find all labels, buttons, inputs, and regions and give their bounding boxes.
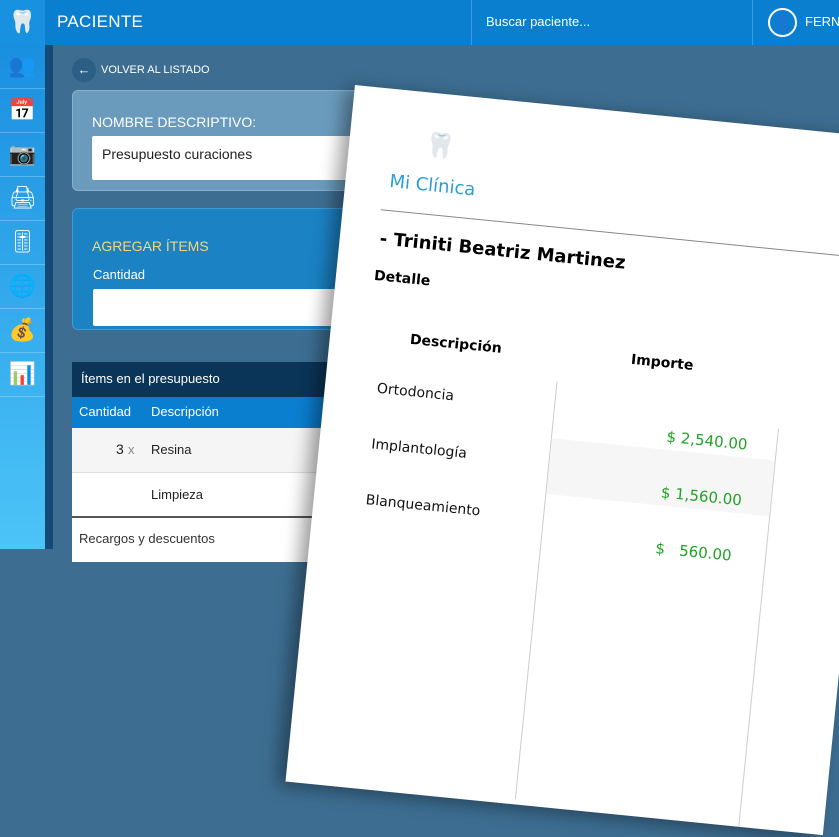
user-name[interactable]: FERN xyxy=(805,14,839,29)
printer-icon[interactable]: 🖨 xyxy=(0,177,45,221)
search-patient-input[interactable]: Buscar paciente... xyxy=(471,0,753,45)
top-bar: 🦷 PACIENTE Buscar paciente... 👤 FERN xyxy=(0,0,839,45)
tooth-logo-icon[interactable]: 🦷 xyxy=(0,0,45,45)
times-sign: x xyxy=(128,442,135,457)
sidebar-edge xyxy=(45,45,53,549)
row-description: Resina xyxy=(151,442,192,457)
table-row[interactable]: Limpieza xyxy=(72,473,412,518)
globe-icon[interactable]: 🌐 xyxy=(0,265,45,309)
row-description: Limpieza xyxy=(151,487,204,502)
clinic-name: Mi Clínica xyxy=(388,170,477,201)
sidebar: 👥 📅 📷 🖨 🎚 🌐 💰 📊 xyxy=(0,45,45,549)
back-to-list-link[interactable]: ← VOLVER AL LISTADO xyxy=(72,58,210,82)
doc-row-description: Implantología xyxy=(370,436,468,462)
surcharges-section[interactable]: Recargos y descuentos xyxy=(79,531,215,546)
doc-row-amount: $ 560.00 xyxy=(654,539,733,565)
quantity-label: Cantidad xyxy=(93,267,146,282)
section-title: Detalle xyxy=(373,267,432,290)
coins-icon[interactable]: 💰 xyxy=(0,309,45,353)
name-label: NOMBRE DESCRIPTIVO: xyxy=(92,114,257,130)
header-description: Descripción xyxy=(151,404,219,419)
camera-icon[interactable]: 📷 xyxy=(0,133,45,177)
header-quantity: Cantidad xyxy=(79,404,132,419)
back-label: VOLVER AL LISTADO xyxy=(101,64,210,76)
calendar-icon[interactable]: 📅 xyxy=(0,89,45,133)
add-items-title: AGREGAR ÍTEMS xyxy=(92,238,209,254)
arrow-left-icon: ← xyxy=(72,58,96,82)
doc-header-description: Descripción xyxy=(409,331,503,357)
doc-row-amount: $ 2,540.00 xyxy=(665,427,749,454)
row-quantity: 3 xyxy=(116,441,124,457)
settings-sliders-icon[interactable]: 🎚 xyxy=(0,221,45,265)
patient-name: - Triniti Beatriz Martinez xyxy=(378,228,627,274)
patients-icon[interactable]: 👥 xyxy=(0,45,45,89)
page-title: PACIENTE xyxy=(57,12,144,31)
doc-row-description: Ortodoncia xyxy=(376,380,455,405)
chart-icon[interactable]: 📊 xyxy=(0,353,45,397)
doc-row-description: Blanqueamiento xyxy=(365,492,482,520)
budget-document: 🦷 Mi Clínica - Triniti Beatriz Martinez … xyxy=(285,85,839,836)
tooth-logo-icon: 🦷 xyxy=(424,130,457,162)
doc-header-amount: Importe xyxy=(630,351,695,374)
user-avatar-icon[interactable]: 👤 xyxy=(768,8,797,37)
